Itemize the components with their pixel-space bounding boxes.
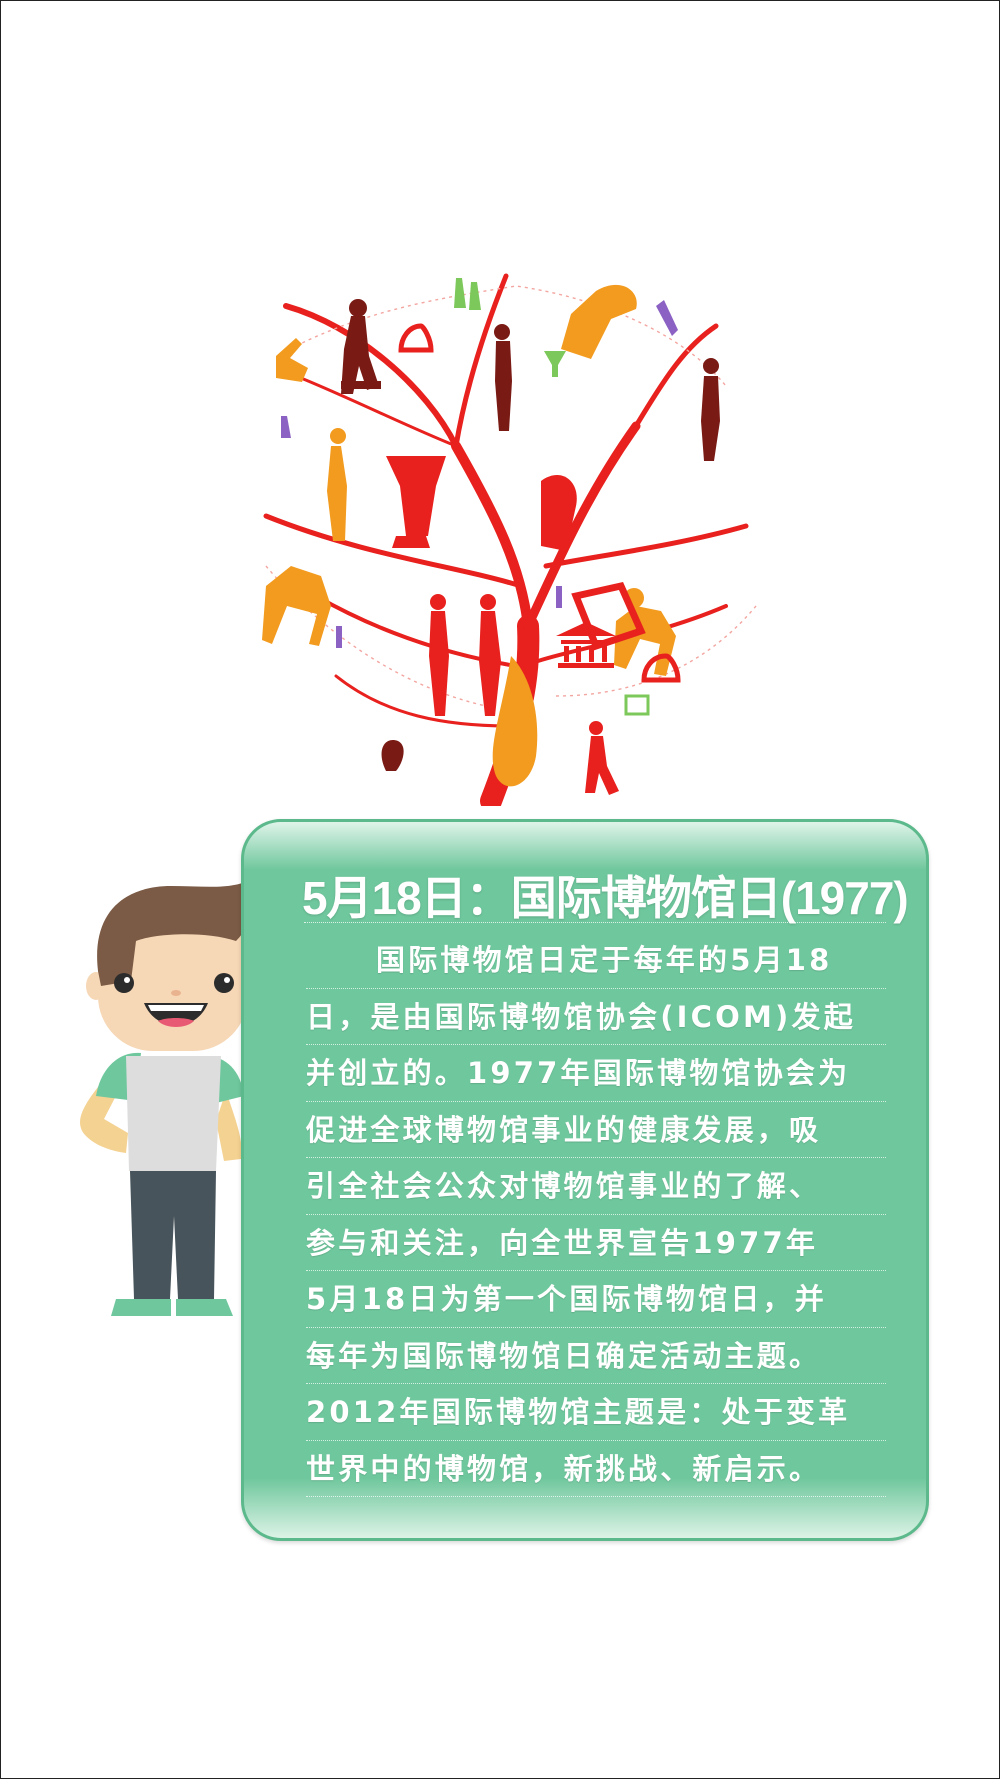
body-line: 并创立的。1977年国际博物馆协会为 [306,1045,886,1102]
body-line: 每年为国际博物馆日确定活动主题。 [306,1328,886,1384]
museum-tree-illustration [262,273,757,806]
body-line: 引全社会公众对博物馆事业的了解、 [306,1158,886,1215]
body-line: 日，是由国际博物馆协会(ICOM)发起 [306,989,886,1045]
title-divider [304,922,886,923]
card-gloss-bottom [244,1478,926,1538]
card-body: 国际博物馆日定于每年的5月18 日，是由国际博物馆协会(ICOM)发起 并创立的… [306,932,886,1497]
body-line: 国际博物馆日定于每年的5月18 [306,932,886,989]
info-card: 5月18日：国际博物馆日(1977) 国际博物馆日定于每年的5月18 日，是由国… [241,819,929,1541]
card-gloss-top [244,822,926,870]
card-title: 5月18日：国际博物馆日(1977) [302,872,909,924]
body-line: 2012年国际博物馆主题是：处于变革 [306,1384,886,1441]
body-line: 5月18日为第一个国际博物馆日，并 [306,1271,886,1328]
cartoon-boy-illustration [80,876,258,1316]
body-line: 世界中的博物馆，新挑战、新启示。 [306,1441,886,1497]
body-line: 促进全球博物馆事业的健康发展，吸 [306,1102,886,1158]
body-line: 参与和关注，向全世界宣告1977年 [306,1215,886,1271]
